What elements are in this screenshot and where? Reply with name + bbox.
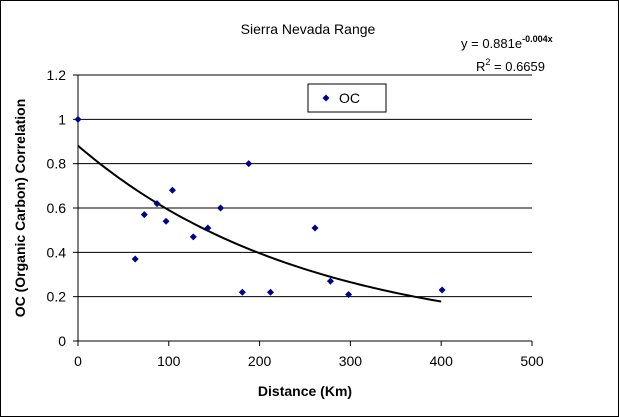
legend-box <box>307 83 387 113</box>
r2-superscript: 2 <box>485 57 490 67</box>
data-point-oc <box>74 115 82 123</box>
legend: OC <box>307 83 387 113</box>
data-point-oc <box>153 200 161 208</box>
r2-prefix: R <box>476 59 485 74</box>
data-point-oc <box>131 255 139 263</box>
data-point-oc <box>189 233 197 241</box>
y-tick-label: 1 <box>58 111 66 127</box>
x-tick-label: 0 <box>74 353 82 369</box>
legend-label-oc: OC <box>339 90 360 106</box>
data-point-oc <box>204 224 212 232</box>
data-point-oc <box>245 160 253 168</box>
x-tick-label: 400 <box>430 353 454 369</box>
trendline-curve <box>77 144 442 303</box>
y-tick-label: 0.2 <box>47 289 67 305</box>
y-tick-label: 0 <box>58 333 66 349</box>
x-tick-label: 100 <box>157 353 181 369</box>
x-tick-label: 500 <box>520 353 544 369</box>
data-point-oc <box>238 288 246 296</box>
data-point-oc <box>266 288 274 296</box>
x-axis-title: Distance (Km) <box>258 383 352 399</box>
data-point-oc <box>217 204 225 212</box>
data-point-oc <box>162 217 170 225</box>
x-tick-label: 200 <box>248 353 272 369</box>
data-point-oc <box>311 224 319 232</box>
data-point-oc <box>168 186 176 194</box>
gridlines <box>78 74 532 298</box>
chart-title: Sierra Nevada Range <box>241 21 376 37</box>
x-axis-ticks: 0 100 200 300 400 500 <box>74 341 544 369</box>
data-points <box>74 115 446 298</box>
r2-value: = 0.6659 <box>490 59 545 74</box>
y-tick-label: 0.8 <box>47 156 67 172</box>
data-point-oc <box>140 211 148 219</box>
data-point-oc <box>345 290 353 298</box>
data-point-oc <box>438 286 446 294</box>
trend-r-squared: R2 = 0.6659 <box>476 57 545 74</box>
y-axis-ticks: 0 0.2 0.4 0.6 0.8 1 1.2 <box>47 67 78 349</box>
y-tick-label: 0.4 <box>47 244 67 260</box>
x-tick-label: 300 <box>339 353 363 369</box>
y-axis-title: OC (Organic Carbon) Correlation <box>12 99 28 318</box>
legend-marker-diamond <box>322 94 330 102</box>
y-tick-label: 0.6 <box>47 200 67 216</box>
y-tick-label: 1.2 <box>47 67 67 83</box>
data-point-oc <box>326 277 334 285</box>
trend-equation-exponent: -0.004x <box>522 34 553 44</box>
trend-equation-base: y = 0.881e <box>461 36 522 51</box>
trend-equation: y = 0.881e-0.004x <box>461 34 553 51</box>
